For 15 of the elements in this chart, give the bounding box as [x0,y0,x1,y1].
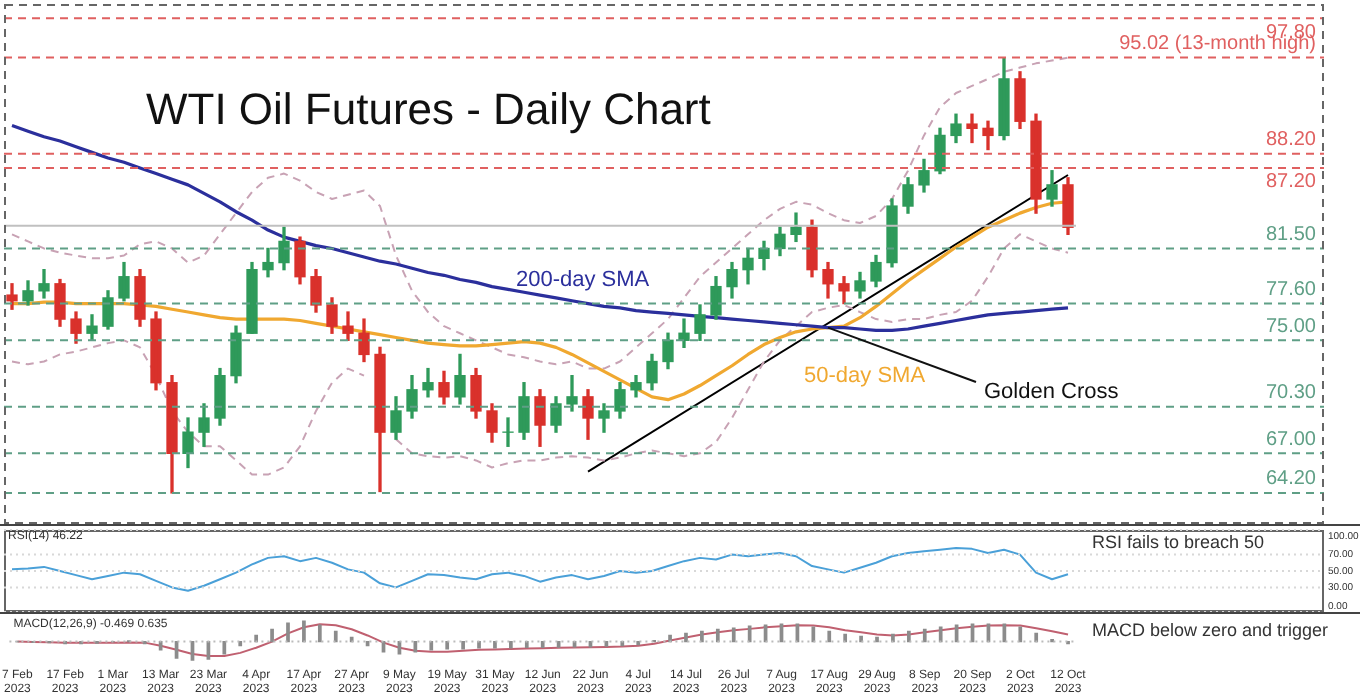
ref-line-label: 87.20 [1265,171,1317,194]
ref-line-label: 67.00 [1265,428,1317,451]
ref-line-label: 77.60 [1265,279,1317,302]
ref-line-label: 88.20 [1265,129,1317,152]
text: RSI fails to breach 50 [1092,531,1265,552]
text: WTI Oil Futures - Daily Chart [146,84,711,134]
ref-line-label: 75.00 [1265,315,1317,338]
text: MACD below zero and trigger [1092,619,1329,640]
candlestick [502,417,514,447]
annotation: Golden Cross [984,380,1120,405]
ref-line-label: 64.20 [1265,468,1317,491]
ref-line-label: 70.30 [1265,382,1317,405]
ref-line-label: 81.50 [1265,223,1317,246]
series-label: 50-day SMA [804,364,927,389]
series-label: 200-day SMA [516,268,651,293]
